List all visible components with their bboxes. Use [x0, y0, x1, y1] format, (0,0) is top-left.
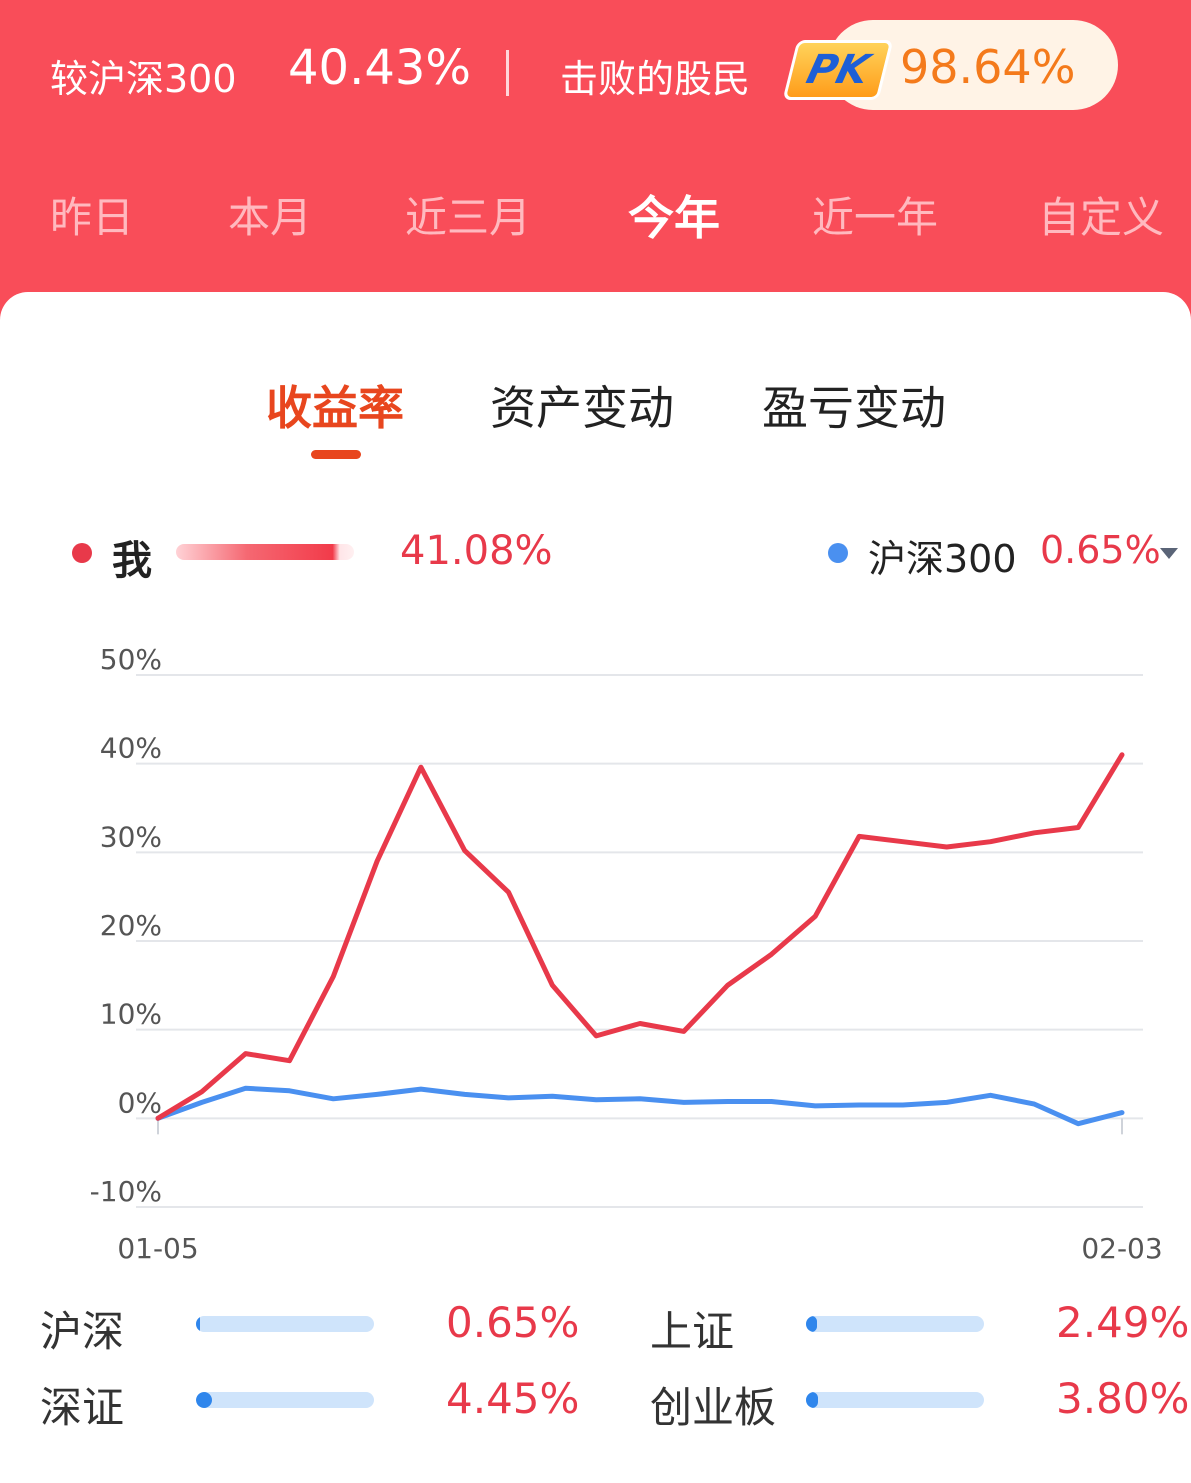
legend-index-dot [828, 543, 848, 563]
dropdown-caret-icon[interactable] [1160, 548, 1178, 559]
legend-index-value[interactable]: 0.65% [1040, 528, 1161, 572]
tab-profit-change[interactable]: 盈亏变动 [762, 381, 946, 435]
y-tick-label: 0% [118, 1086, 162, 1119]
header-banner: 较沪深300 40.43% 击败的股民 PK 98.64% 昨日 本月 近三月 … [0, 0, 1191, 330]
divider [506, 50, 509, 96]
legend-me-label: 我 [112, 538, 152, 584]
tab-asset-change[interactable]: 资产变动 [490, 381, 674, 435]
index-value-cyb: 3.80% [1056, 1374, 1190, 1423]
beat-label: 击败的股民 [560, 57, 751, 101]
series-line-index [155, 1085, 1125, 1127]
index-bar-fill-sh [806, 1316, 817, 1332]
x-start-label: 01-05 [117, 1232, 198, 1265]
index-bar-fill-sz [196, 1392, 212, 1408]
return-chart: 50% 40% 30% 20% 10% 0% -10% 01-05 02-03 [90, 643, 1163, 1265]
series-line-me [155, 752, 1125, 1121]
y-tick-label: 30% [100, 820, 162, 853]
tab-yesterday[interactable]: 昨日 [50, 193, 135, 242]
index-value-sz: 4.45% [446, 1374, 580, 1423]
content-card [0, 292, 1191, 1483]
y-tick-label: 10% [100, 998, 162, 1031]
index-bar-sz [196, 1392, 374, 1408]
index-bar-hs [196, 1316, 374, 1332]
legend-me-dot [72, 543, 92, 563]
legend-index-label[interactable]: 沪深300 [868, 537, 1017, 581]
y-tick-label: -10% [90, 1175, 162, 1208]
tab-three-months[interactable]: 近三月 [405, 193, 532, 242]
y-tick-label: 20% [100, 909, 162, 942]
index-bar-fill-hs [196, 1316, 200, 1332]
tab-this-year[interactable]: 今年 [628, 191, 720, 245]
beat-value[interactable]: 98.64% [900, 40, 1076, 94]
x-end-label: 02-03 [1081, 1232, 1162, 1265]
index-value-sh: 2.49% [1056, 1298, 1190, 1347]
active-tab-indicator [311, 450, 361, 459]
tab-one-year[interactable]: 近一年 [812, 193, 939, 242]
tab-custom[interactable]: 自定义 [1038, 193, 1165, 242]
index-name-sz: 深证 [40, 1383, 125, 1432]
y-tick-label: 50% [100, 643, 162, 676]
tab-this-month[interactable]: 本月 [228, 193, 313, 242]
compare-label: 较沪深300 [50, 57, 237, 101]
index-bar-cyb [806, 1392, 984, 1408]
y-tick-label: 40% [100, 732, 162, 765]
legend-me-value: 41.08% [400, 528, 553, 574]
index-value-hs: 0.65% [446, 1298, 580, 1347]
index-name-sh: 上证 [650, 1307, 735, 1356]
pk-icon[interactable]: PK [782, 40, 894, 100]
index-name-hs: 沪深 [40, 1307, 125, 1356]
index-name-cyb: 创业板 [650, 1383, 777, 1432]
summary-row: 较沪深300 40.43% 击败的股民 PK 98.64% [0, 0, 1191, 140]
index-bar-fill-cyb [806, 1392, 818, 1408]
compare-value: 40.43% [288, 40, 472, 96]
index-bar-sh [806, 1316, 984, 1332]
legend-me-bar [176, 544, 354, 560]
tab-return-rate[interactable]: 收益率 [266, 381, 404, 435]
